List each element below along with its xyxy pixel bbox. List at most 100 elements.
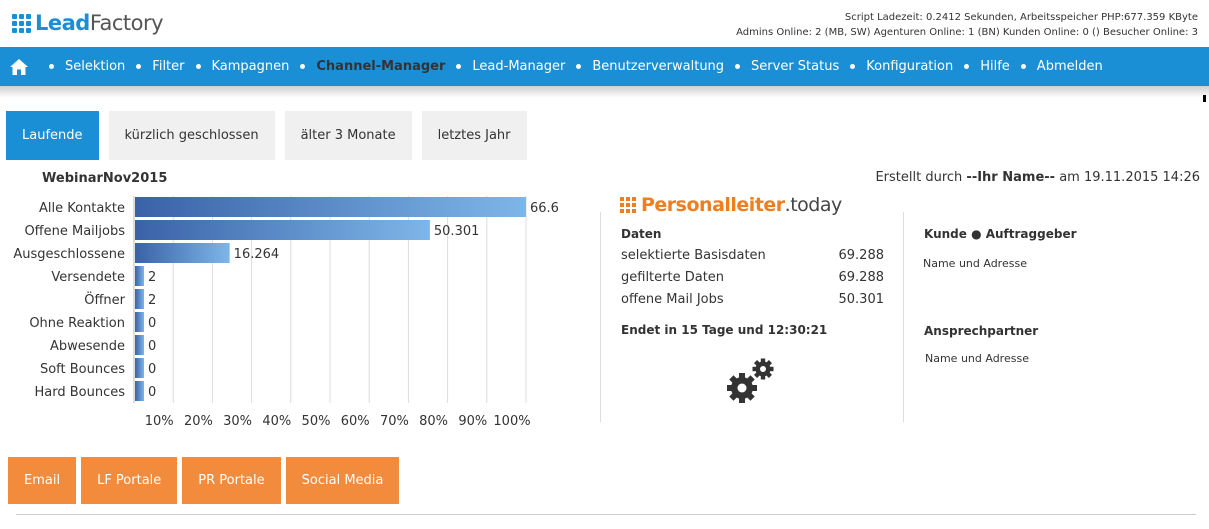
logo-dots-icon	[12, 13, 31, 33]
data-label: gefilterte Daten	[621, 270, 725, 285]
lf-portale-button[interactable]: LF Portale	[81, 457, 178, 504]
tab-aelter-3-monate[interactable]: älter 3 Monate	[284, 111, 412, 160]
data-title: Daten	[621, 227, 662, 241]
created-by: --Ihr Name--	[966, 170, 1056, 185]
data-row: selektierte Basisdaten 69.288	[621, 248, 884, 263]
created-prefix: Erstellt durch	[875, 170, 963, 185]
nav-shadow	[0, 86, 1209, 98]
bar[interactable]	[135, 266, 144, 286]
bar[interactable]	[135, 289, 144, 309]
nav-filter[interactable]: Filter	[136, 59, 185, 74]
bullet-icon	[850, 64, 856, 69]
category-label: Ausgeschlossene	[13, 247, 125, 262]
data-value: 50.301	[838, 292, 885, 307]
home-icon[interactable]	[0, 47, 38, 86]
header: LeadFactory Script Ladezeit: 0.2412 Seku…	[0, 0, 1209, 47]
bar[interactable]	[135, 197, 526, 217]
pl-logo-bold: Personalleiter	[641, 194, 785, 216]
data-row: offene Mail Jobs 50.301	[621, 292, 884, 307]
logo-factory: Factory	[89, 11, 164, 35]
x-tick-label: 20%	[184, 414, 213, 429]
campaign-tabs: Laufende kürzlich geschlossen älter 3 Mo…	[6, 111, 537, 160]
value-label: 2	[148, 293, 156, 308]
x-tick-label: 40%	[262, 414, 291, 429]
bullet-icon	[456, 64, 462, 69]
x-tick-label: 10%	[145, 414, 174, 429]
personalleiter-logo: Personalleiter.today	[620, 194, 842, 216]
bullet-icon	[1020, 64, 1026, 69]
x-tick-label: 70%	[380, 414, 409, 429]
x-tick-label: 90%	[458, 414, 487, 429]
bar[interactable]	[135, 358, 144, 378]
stats-line-1: Script Ladezeit: 0.2412 Sekunden, Arbeit…	[844, 12, 1198, 23]
email-button[interactable]: Email	[8, 457, 77, 504]
x-tick-label: 60%	[341, 414, 370, 429]
value-label: 50.301	[434, 224, 480, 239]
category-label: Abwesende	[50, 339, 125, 354]
countdown: Endet in 15 Tage und 12:30:21	[621, 323, 828, 337]
divider-left	[600, 212, 601, 422]
pr-portale-button[interactable]: PR Portale	[182, 457, 281, 504]
bar[interactable]	[135, 220, 430, 240]
data-label: selektierte Basisdaten	[621, 248, 766, 263]
bar[interactable]	[135, 243, 230, 263]
bullet-icon	[300, 64, 306, 69]
created-info: Erstellt durch --Ihr Name-- am 19.11.201…	[875, 170, 1200, 185]
tab-letztes-jahr[interactable]: letztes Jahr	[421, 111, 527, 160]
nav-selektion[interactable]: Selektion	[49, 59, 125, 74]
tab-kuerzlich-geschlossen[interactable]: kürzlich geschlossen	[108, 111, 275, 160]
contact-title: Ansprechpartner	[924, 324, 1039, 338]
leadfactory-logo[interactable]: LeadFactory	[12, 9, 164, 37]
logo-lead: Lead	[35, 11, 90, 35]
bullet-icon	[735, 64, 741, 69]
category-label: Öffner	[84, 291, 125, 308]
x-tick-label: 80%	[419, 414, 448, 429]
data-row: gefilterte Daten 69.288	[621, 270, 884, 285]
pl-logo-thin: .today	[784, 194, 843, 216]
bullet-icon	[964, 64, 970, 69]
category-label: Versendete	[51, 270, 125, 285]
category-label: Hard Bounces	[34, 385, 125, 400]
tab-laufende[interactable]: Laufende	[6, 111, 99, 160]
nav-abmelden[interactable]: Abmelden	[1020, 59, 1103, 74]
value-label: 0	[148, 339, 156, 354]
value-label: 66.637	[530, 201, 560, 216]
created-at: am 19.11.2015 14:26	[1059, 170, 1200, 185]
value-label: 0	[148, 362, 156, 377]
social-media-button[interactable]: Social Media	[285, 457, 400, 504]
nav-kampagnen[interactable]: Kampagnen	[195, 59, 289, 74]
value-label: 0	[148, 385, 156, 400]
logo-dots-icon	[620, 197, 636, 213]
x-tick-label: 30%	[223, 414, 252, 429]
main-nav: Selektion Filter Kampagnen Channel-Manag…	[0, 47, 1209, 86]
value-label: 16.264	[234, 247, 280, 262]
category-label: Soft Bounces	[40, 362, 125, 377]
bullet-icon	[576, 64, 582, 69]
client-address: Name und Adresse	[923, 257, 1027, 270]
category-label: Offene Mailjobs	[24, 224, 125, 239]
data-label: offene Mail Jobs	[621, 292, 724, 307]
campaign-name: WebinarNov2015	[42, 171, 168, 186]
nav-channel-manager[interactable]: Channel-Manager	[300, 59, 445, 74]
nav-server-status[interactable]: Server Status	[735, 59, 839, 74]
bar[interactable]	[135, 335, 144, 355]
bottom-divider	[16, 514, 1196, 515]
stats-line-2: Admins Online: 2 (MB, SW) Agenturen Onli…	[736, 27, 1198, 38]
bullet-icon	[195, 64, 201, 69]
bar[interactable]	[135, 312, 144, 332]
nav-benutzerverwaltung[interactable]: Benutzerverwaltung	[576, 59, 724, 74]
divider-right	[903, 212, 904, 422]
nav-lead-manager[interactable]: Lead-Manager	[456, 59, 565, 74]
data-value: 69.288	[838, 248, 885, 263]
client-title: Kunde ● Auftraggeber	[924, 227, 1077, 241]
bar[interactable]	[135, 381, 144, 401]
nav-hilfe[interactable]: Hilfe	[964, 59, 1010, 74]
contact-address: Name und Adresse	[925, 352, 1029, 365]
value-label: 2	[148, 270, 156, 285]
nav-konfiguration[interactable]: Konfiguration	[850, 59, 953, 74]
campaign-bar-chart: 10% 20% 30% 40% 50% 60% 70% 80% 90% 100% Alle Kont…	[13, 196, 560, 429]
x-tick-label: 100%	[493, 414, 530, 429]
settings-gears-icon[interactable]	[724, 356, 778, 408]
category-label: Ohne Reaktion	[29, 316, 125, 331]
bullet-icon	[49, 64, 54, 69]
